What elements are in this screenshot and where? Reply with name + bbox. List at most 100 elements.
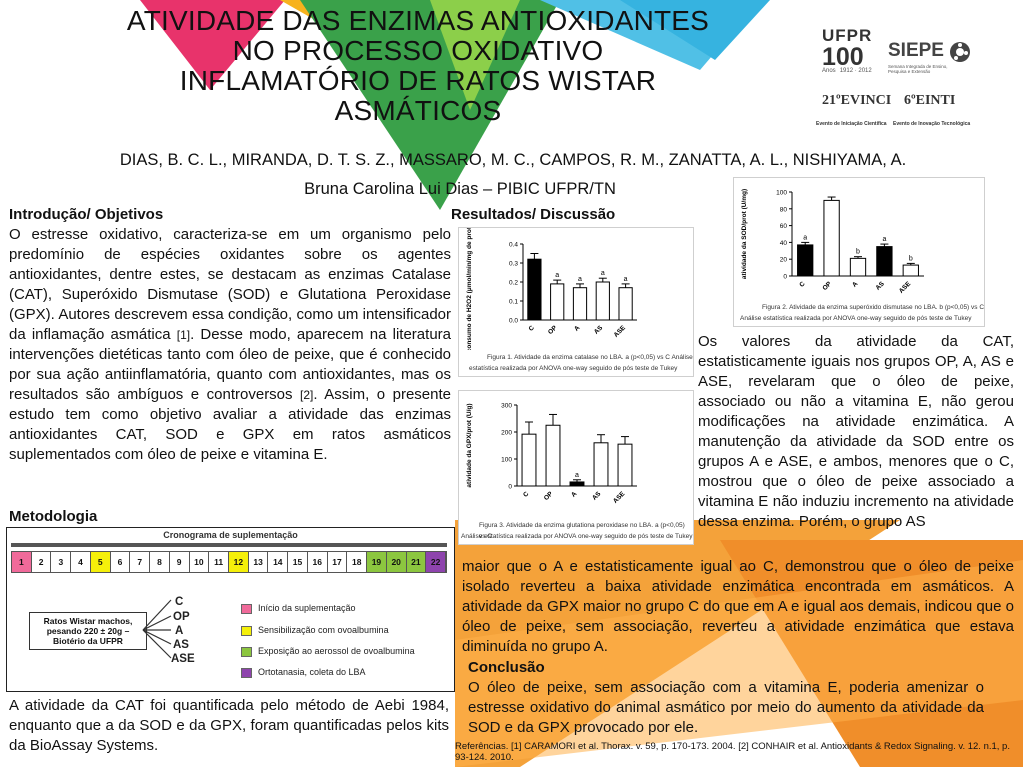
figure-1-catalase: consumo de H2O2 (μmol/min/mg de proteína… <box>458 212 694 377</box>
y-tick-label: 60 <box>780 223 788 230</box>
student: Bruna Carolina Lui Dias – PIBIC UFPR/TN <box>304 180 616 198</box>
bar <box>545 424 561 487</box>
einti-subtitle: Evento de Inovação Tecnológica <box>893 121 971 127</box>
fig2-caption-b: Análise estatística realizada por ANOVA … <box>740 315 972 322</box>
bar <box>595 281 610 321</box>
significance-label: b <box>909 255 913 262</box>
fig2-caption-a: Figura 2. Atividade da enzima superóxido… <box>762 304 985 311</box>
ufpr-logo: UFPR 100 Anos 1912 · 2012 <box>822 26 882 86</box>
fig3-caption-b: Análise estatística realizada por ANOVA … <box>461 533 693 540</box>
significance-label: a <box>578 276 582 283</box>
intro-p1: O estresse oxidativo, caracteriza-se em … <box>9 226 451 343</box>
metodologia-heading: Metodologia <box>9 508 98 525</box>
y-tick-label: 0.0 <box>509 318 518 325</box>
x-tick-label: A <box>573 324 581 332</box>
group-arrows <box>142 599 172 659</box>
legend-inicio: Início da suplementação <box>258 603 356 613</box>
authors: DIAS, B. C. L., MIRANDA, D. T. S. Z., MA… <box>119 151 907 169</box>
timeline-day: 12 <box>229 552 249 572</box>
x-tick-label: C <box>522 490 530 498</box>
evinci-subtitle: Evento de Iniciação Científica <box>816 121 887 127</box>
legend-swatch-sensibilizacao <box>241 626 252 636</box>
bar <box>617 443 633 487</box>
bar <box>550 283 565 321</box>
y-tick-label: 100 <box>501 457 512 464</box>
legend-swatch-inicio <box>241 604 252 614</box>
legend-swatch-exposicao <box>241 647 252 657</box>
timeline-arrow <box>11 543 447 547</box>
x-tick-label: OP <box>543 490 555 502</box>
conclusao-text: O óleo de peixe, sem associação com a vi… <box>468 679 984 736</box>
group-a: A <box>175 625 184 637</box>
significance-label: a <box>882 236 886 243</box>
significance-label: a <box>601 270 605 277</box>
legend-sensibilizacao: Sensibilização com ovoalbumina <box>258 625 389 635</box>
methodology-figure: Cronograma de suplementação 1 2 3 4 5 6 7 8 9 10 1… <box>6 527 455 692</box>
intro-heading: Introdução/ Objetivos <box>9 206 164 223</box>
y-axis-label: atividade da GPX/prot (U/g) <box>466 403 473 487</box>
timeline-day: 15 <box>288 552 308 572</box>
timeline-day: 11 <box>209 552 229 572</box>
siepe-film-icon <box>950 42 971 62</box>
significance-label: a <box>575 472 579 479</box>
significance-label: a <box>624 276 628 283</box>
title-line-4: ASMÁTICOS <box>334 95 502 126</box>
y-tick-label: 200 <box>501 430 512 437</box>
poster-title: ATIVIDADE DAS ENZIMAS ANTIOXIDANTES NO P… <box>58 6 778 126</box>
bar <box>521 433 537 487</box>
significance-label: b <box>856 249 860 256</box>
title-line-2: NO PROCESSO OXIDATIVO <box>232 35 604 66</box>
timeline-day: 20 <box>386 552 407 572</box>
timeline-day: 13 <box>248 552 269 572</box>
ref-1: [1] <box>176 328 191 342</box>
results-text-1: Os valores da atividade da CAT, estatist… <box>698 333 1014 530</box>
ufpr-anos: Anos <box>822 68 836 74</box>
legend-ortotanasia: Ortotanasia, coleta do LBA <box>258 667 366 677</box>
timeline-day: 19 <box>367 552 387 572</box>
y-tick-label: 20 <box>780 257 788 264</box>
timeline-day: 2 <box>31 552 52 572</box>
sod-chart: atividade da SOD/prot (U/mg) 0 20 40 60 80 100… <box>741 189 924 295</box>
intro-text: O estresse oxidativo, caracteriza-se em … <box>9 225 451 465</box>
timeline-day: 3 <box>51 552 72 572</box>
significance-label: a <box>555 272 559 279</box>
y-tick-label: 0.1 <box>509 299 518 306</box>
cat-chart: consumo de H2O2 (μmol/min/mg de proteína… <box>466 212 637 352</box>
bar <box>823 199 840 277</box>
timeline-day: 9 <box>169 552 190 572</box>
significance-label: a <box>803 234 807 241</box>
results-heading: Resultados/ Discussão <box>451 206 616 223</box>
logos-panel <box>808 20 988 132</box>
x-tick-label: OP <box>547 324 559 336</box>
figure-3-gpx: atividade da GPX/prot (U/g) 0 100 200 300 C OP… <box>458 390 694 545</box>
siepe-subtitle: Semana Integrada de Ensino, Pesquisa e E… <box>888 64 948 74</box>
x-tick-label: ASE <box>898 280 913 295</box>
fig3-caption-a: Figura 3. Atividade da enzima glutationa… <box>479 522 685 540</box>
references: Referências. [1] CARAMORI et al. Thorax.… <box>455 741 1010 763</box>
x-tick-label: OP <box>821 280 833 292</box>
evinci-logo: 21ºEVINCI <box>822 93 892 108</box>
x-tick-label: A <box>570 490 578 498</box>
y-tick-label: 0.2 <box>509 280 518 287</box>
y-tick-label: 80 <box>780 206 788 213</box>
bar <box>593 442 609 487</box>
bar <box>618 287 633 321</box>
x-tick-label: AS <box>593 324 605 336</box>
bar <box>797 244 814 277</box>
y-tick-label: 100 <box>776 190 787 197</box>
metodologia-text: A atividade da CAT foi quantificada pelo… <box>9 697 449 754</box>
bar <box>876 246 893 277</box>
y-tick-label: 0 <box>508 484 512 491</box>
timeline-day: 18 <box>347 552 368 572</box>
timeline-day: 6 <box>110 552 131 572</box>
timeline-day: 8 <box>150 552 170 572</box>
y-axis-label: atividade da SOD/prot (U/mg) <box>741 189 748 279</box>
bar <box>527 258 542 321</box>
y-tick-label: 0.3 <box>509 261 518 268</box>
y-tick-label: 0.4 <box>509 242 518 249</box>
title-line-1: ATIVIDADE DAS ENZIMAS ANTIOXIDANTES <box>126 5 710 36</box>
group-op: OP <box>173 611 190 623</box>
y-tick-label: 40 <box>780 240 788 247</box>
x-tick-label: ASE <box>613 324 628 339</box>
intro-p3: . Assim, o presente estudo tem como obje… <box>9 386 451 463</box>
